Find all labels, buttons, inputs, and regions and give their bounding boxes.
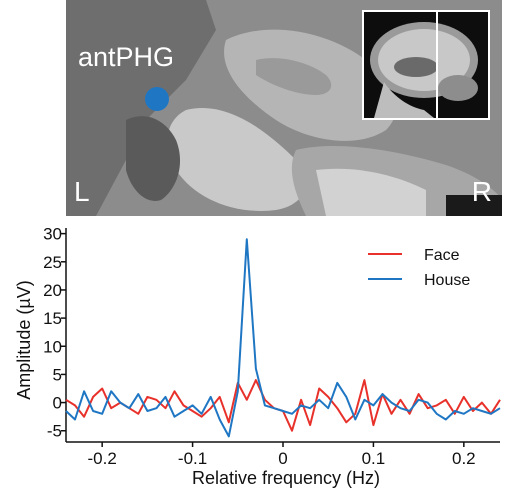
region-marker bbox=[145, 87, 169, 111]
y-tick-label: -5 bbox=[47, 422, 62, 441]
axes: -5 0 5 10 15 20 25 30 -0.2 -0.1 0 0.1 0.2 bbox=[43, 225, 500, 468]
left-hemisphere-label: L bbox=[74, 176, 90, 207]
sagittal-inset bbox=[362, 10, 490, 120]
x-tick-label: 0 bbox=[278, 449, 287, 468]
legend-label-face: Face bbox=[424, 247, 460, 264]
y-axis-label: Amplitude (µV) bbox=[14, 280, 34, 399]
series-line-house bbox=[65, 238, 501, 438]
sagittal-brain-image bbox=[364, 12, 488, 118]
x-tick-label: 0.2 bbox=[452, 449, 476, 468]
y-tick-label: 25 bbox=[43, 253, 62, 272]
y-tick-label: 15 bbox=[43, 309, 62, 328]
spectrum-chart: Face House -5 0 5 10 15 20 25 30 -0.2 -0.1 0 0.1 0.2… bbox=[14, 225, 501, 488]
y-tick-label: 20 bbox=[43, 281, 62, 300]
y-tick-label: 10 bbox=[43, 337, 62, 356]
y-tick-label: 5 bbox=[53, 365, 62, 384]
y-tick-label: 30 bbox=[43, 225, 62, 244]
x-tick-label: -0.1 bbox=[178, 449, 207, 468]
x-axis-label: Relative frequency (Hz) bbox=[192, 468, 380, 488]
series-layer bbox=[65, 238, 501, 438]
mri-image-panel: antPHG L R bbox=[66, 0, 502, 216]
x-tick-label: 0.1 bbox=[362, 449, 386, 468]
region-label: antPHG bbox=[78, 42, 175, 72]
legend-label-house: House bbox=[424, 272, 470, 289]
legend: Face House bbox=[368, 247, 470, 289]
y-tick-label: 0 bbox=[53, 394, 62, 413]
x-tick-label: -0.2 bbox=[88, 449, 117, 468]
slice-position-line bbox=[436, 12, 438, 118]
right-hemisphere-label: R bbox=[471, 176, 492, 207]
